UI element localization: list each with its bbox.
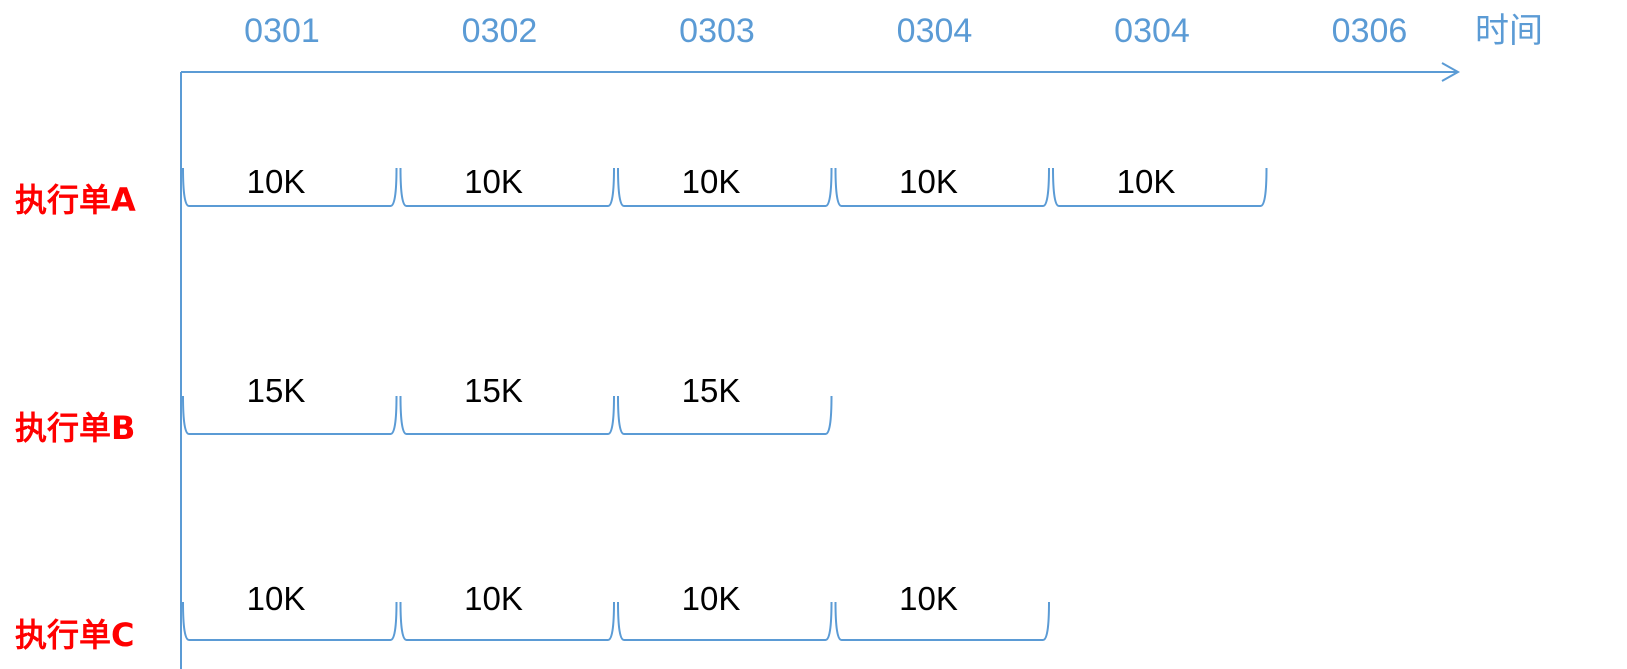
segment-amount-label: 10K xyxy=(899,580,958,617)
date-label: 0303 xyxy=(679,12,755,50)
row-label: 执行单A xyxy=(15,181,136,219)
date-label: 0304 xyxy=(897,12,973,50)
segment-brace xyxy=(834,167,1050,207)
segment-brace xyxy=(1052,167,1268,207)
execution-row: 执行单C 10K 10K 10K 10K xyxy=(15,580,1050,654)
execution-row: 执行单B 15K 15K 15K xyxy=(15,372,833,447)
date-label: 0302 xyxy=(462,12,538,50)
segment-brace xyxy=(617,395,833,435)
segment-brace xyxy=(834,601,1050,641)
execution-row: 执行单A 10K 10K 10K 10K 10K xyxy=(15,163,1268,219)
date-label: 0304 xyxy=(1114,12,1190,50)
segment-brace xyxy=(182,167,398,207)
row-label: 执行单C xyxy=(15,616,135,654)
segment-brace xyxy=(399,167,615,207)
segment-brace xyxy=(399,395,615,435)
segment-brace xyxy=(399,601,615,641)
segment-brace xyxy=(182,395,398,435)
row-label: 执行单B xyxy=(15,409,135,447)
segment-amount-label: 10K xyxy=(682,163,741,200)
segment-amount-label: 10K xyxy=(682,580,741,617)
segment-amount-label: 10K xyxy=(1117,163,1176,200)
time-axis-arrow-icon xyxy=(1441,62,1461,82)
segment-amount-label: 10K xyxy=(247,580,306,617)
segment-amount-label: 15K xyxy=(464,372,523,409)
segment-brace xyxy=(617,601,833,641)
segment-brace xyxy=(182,601,398,641)
segment-amount-label: 15K xyxy=(682,372,741,409)
segment-amount-label: 10K xyxy=(464,580,523,617)
segment-amount-label: 10K xyxy=(899,163,958,200)
time-axis-unit-label: 时间 xyxy=(1475,11,1543,51)
date-label: 0306 xyxy=(1332,12,1408,50)
segment-amount-label: 10K xyxy=(247,163,306,200)
segment-amount-label: 10K xyxy=(464,163,523,200)
segment-amount-label: 15K xyxy=(247,372,306,409)
segment-brace xyxy=(617,167,833,207)
date-label: 0301 xyxy=(244,12,320,50)
